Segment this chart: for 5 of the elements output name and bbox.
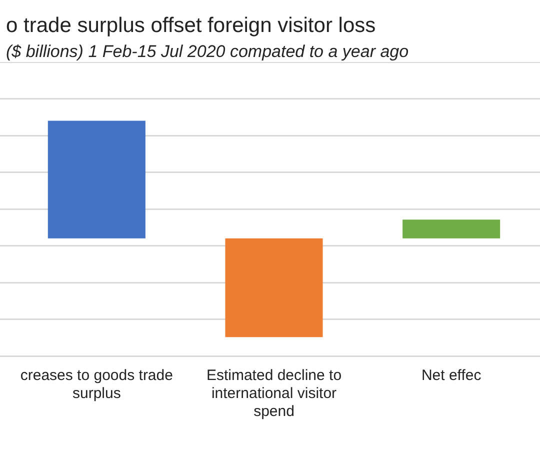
- x-tick-label: Estimated decline to international visitor spend: [206, 367, 342, 420]
- x-tick-label: Net effec: [421, 367, 482, 384]
- x-tick-label: creases to goods trade surplus: [20, 367, 173, 402]
- chart-subtitle: ($ billions) 1 Feb-15 Jul 2020 compated to a year ago: [5, 41, 410, 62]
- chart-title: o trade surplus offset foreign visitor loss: [5, 13, 377, 38]
